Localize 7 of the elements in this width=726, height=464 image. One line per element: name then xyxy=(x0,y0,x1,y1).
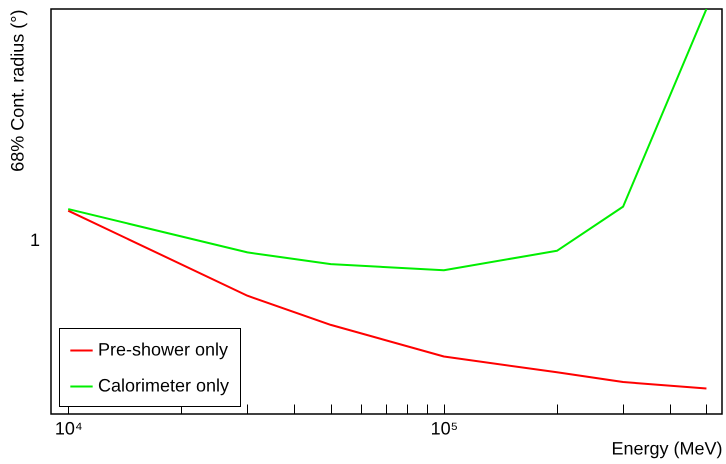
legend-label: Calorimeter only xyxy=(98,376,230,396)
x-tick-label: 10⁵ xyxy=(430,418,458,438)
x-tick-label: 10⁴ xyxy=(54,418,83,438)
text: 1 xyxy=(30,230,40,251)
y-axis-title: 68% Cont. radius (°) xyxy=(8,10,28,172)
legend-label: Pre-shower only xyxy=(98,340,228,360)
x-axis-title: Energy (MeV) xyxy=(611,438,722,458)
